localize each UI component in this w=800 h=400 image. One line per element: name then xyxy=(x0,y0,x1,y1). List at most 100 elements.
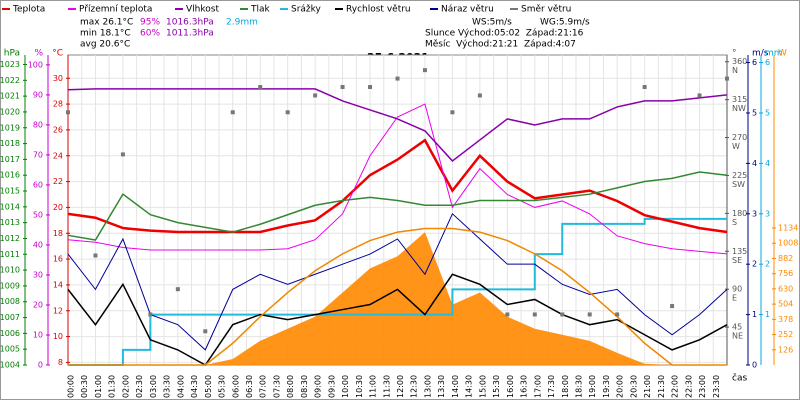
y-tick-label: 45 xyxy=(732,323,742,332)
series-line xyxy=(68,227,727,366)
axis-title: ° xyxy=(732,49,737,59)
x-tick-label: 21:30 xyxy=(657,375,666,398)
x-tick-label: 18:30 xyxy=(574,375,583,398)
y-tick-label: 504 xyxy=(778,300,793,309)
y-tick-label: 1009 xyxy=(0,281,20,290)
stat: WG:5.9m/s xyxy=(540,18,590,28)
compass-label: SE xyxy=(732,256,742,265)
y-tick-label: 1010 xyxy=(0,266,20,275)
x-tick-label: 23:30 xyxy=(712,375,721,398)
direction-dot xyxy=(285,110,290,115)
y-tick-label: 2 xyxy=(765,260,770,269)
x-tick-label: 17:30 xyxy=(547,375,556,398)
direction-dot xyxy=(120,152,125,157)
y-tick-label: 100 xyxy=(28,60,43,69)
x-tick-label: 16:30 xyxy=(520,375,529,398)
y-tick-label: 18 xyxy=(53,229,63,238)
legend-label: Rychlost větru xyxy=(346,5,411,15)
y-tick-label: 22 xyxy=(53,177,63,186)
stat: avg 20.6°C xyxy=(80,40,130,50)
direction-dot xyxy=(615,312,620,317)
legend-label: Náraz větru xyxy=(441,5,494,15)
y-tick-label: 6 xyxy=(765,58,770,67)
direction-dot xyxy=(477,93,482,98)
y-tick-label: 1 xyxy=(765,310,770,319)
legend-label: Tlak xyxy=(250,5,271,15)
series-line xyxy=(67,171,728,241)
direction-dot xyxy=(258,85,263,90)
y-tick-label: 0 xyxy=(752,361,757,370)
direction-dot xyxy=(422,68,427,73)
y-tick-label: 1015 xyxy=(0,187,20,196)
x-tick-label: 01:00 xyxy=(94,375,103,398)
y-tick-label: 40 xyxy=(33,240,43,249)
x-axis-label: čas xyxy=(732,373,747,384)
y-tick-label: 270 xyxy=(732,133,747,142)
x-tick-label: 12:30 xyxy=(410,375,419,398)
y-tick-label: 252 xyxy=(778,330,793,339)
direction-dot xyxy=(670,304,675,309)
y-tick-label: 90 xyxy=(732,285,742,294)
y-tick-label: 315 xyxy=(732,95,747,104)
y-tick-label: 20 xyxy=(33,300,43,309)
x-tick-label: 03:30 xyxy=(163,375,172,398)
x-tick-label: 16:00 xyxy=(506,375,515,398)
y-tick-label: 1004 xyxy=(0,361,20,370)
legend-label: Vlhkost xyxy=(186,5,219,15)
legend-label: Teplota xyxy=(12,5,45,15)
direction-dot xyxy=(450,110,455,115)
y-tick-label: 1019 xyxy=(0,123,20,132)
direction-dot xyxy=(587,312,592,317)
y-tick-label: 8 xyxy=(58,358,63,367)
y-tick-label: 180 xyxy=(732,209,747,218)
x-tick-label: 10:00 xyxy=(341,375,350,398)
y-tick-label: 60 xyxy=(33,180,43,189)
x-tick-label: 15:00 xyxy=(478,375,487,398)
y-tick-label: 1012 xyxy=(0,234,20,243)
x-tick-label: 05:30 xyxy=(218,375,227,398)
y-tick-label: 1013 xyxy=(0,218,20,227)
y-tick-label: 225 xyxy=(732,171,747,180)
axis-title: hPa xyxy=(4,49,20,59)
y-tick-label: 1134 xyxy=(778,224,798,233)
stat: 95% xyxy=(140,18,160,28)
y-tick-label: 4 xyxy=(765,159,770,168)
x-tick-label: 02:00 xyxy=(121,375,130,398)
y-tick-label: 1005 xyxy=(0,345,20,354)
x-tick-label: 07:30 xyxy=(272,375,281,398)
compass-label: S xyxy=(732,218,737,227)
y-tick-label: 50 xyxy=(33,210,43,219)
series-line xyxy=(67,273,728,366)
x-tick-label: 20:30 xyxy=(629,375,638,398)
x-tick-label: 07:00 xyxy=(259,375,268,398)
x-tick-label: 10:30 xyxy=(355,375,364,398)
x-tick-label: 02:30 xyxy=(135,375,144,398)
stat: min 18.1°C xyxy=(80,29,131,39)
compass-label: W xyxy=(732,142,740,151)
x-tick-label: 11:30 xyxy=(382,375,391,398)
x-tick-label: 06:30 xyxy=(245,375,254,398)
y-tick-label: 26 xyxy=(53,125,63,134)
direction-dot xyxy=(560,312,565,317)
x-tick-label: 13:30 xyxy=(437,375,446,398)
y-tick-label: 3 xyxy=(752,209,757,218)
x-tick-label: 20:00 xyxy=(616,375,625,398)
direction-dot xyxy=(532,312,537,317)
direction-dot xyxy=(395,76,400,81)
compass-label: NW xyxy=(732,104,746,113)
axis-title: m/s xyxy=(752,49,769,59)
y-tick-label: 1008 xyxy=(0,297,20,306)
x-tick-label: 05:00 xyxy=(204,375,213,398)
x-tick-label: 04:30 xyxy=(190,375,199,398)
x-tick-label: 22:00 xyxy=(671,375,680,398)
compass-label: SW xyxy=(732,180,745,189)
x-tick-label: 04:00 xyxy=(176,375,185,398)
x-tick-label: 19:30 xyxy=(602,375,611,398)
y-tick-label: 80 xyxy=(33,120,43,129)
stat: WS:5m/s xyxy=(472,18,512,28)
stat: 60% xyxy=(140,29,160,39)
y-tick-label: 12 xyxy=(53,306,63,315)
x-tick-label: 21:00 xyxy=(643,375,652,398)
direction-dot xyxy=(697,93,702,98)
y-tick-label: 378 xyxy=(778,315,793,324)
